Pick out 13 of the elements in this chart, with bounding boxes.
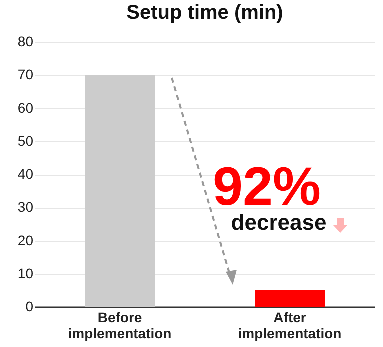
y-tick-label: 20 <box>18 232 34 248</box>
y-tick-label: 60 <box>18 100 34 116</box>
y-tick-label: 10 <box>18 265 34 282</box>
y-tick-label: 0 <box>26 298 34 314</box>
x-tick-label: Before implementation <box>68 310 172 342</box>
y-tick-label: 30 <box>18 199 34 216</box>
y-tick-label: 70 <box>18 66 34 83</box>
y-tick-label: 40 <box>18 166 34 182</box>
annotation: decrease <box>231 210 327 235</box>
x-tick-label: After implementation <box>238 310 342 342</box>
y-tick-label: 80 <box>18 34 34 50</box>
y-tick-label: 50 <box>18 132 34 149</box>
chart-title: Setup time (min) <box>126 2 284 24</box>
